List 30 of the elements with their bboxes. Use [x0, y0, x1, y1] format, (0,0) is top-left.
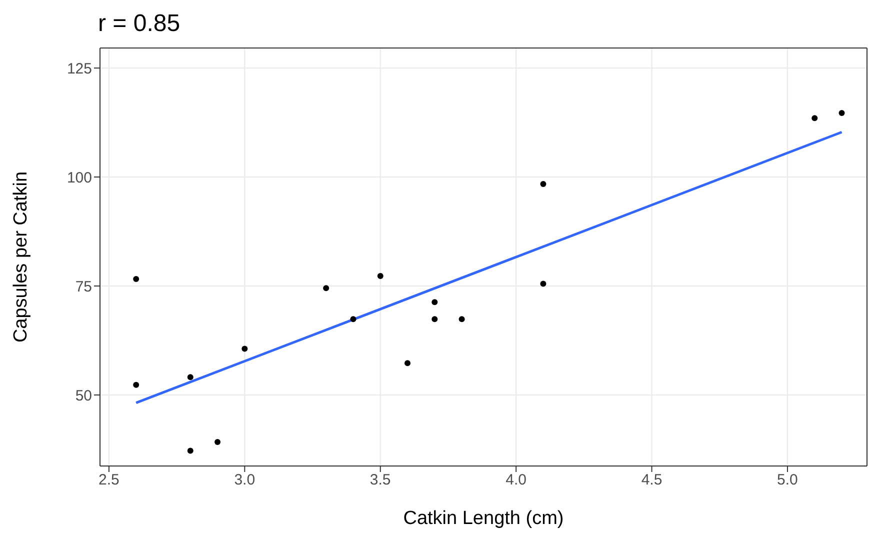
x-tick-label: 3.0 — [234, 472, 256, 489]
x-tick-label: 2.5 — [98, 472, 120, 489]
point — [377, 272, 384, 279]
point — [812, 115, 818, 122]
point — [187, 374, 194, 380]
x-tick-label: 3.5 — [370, 472, 391, 489]
point — [540, 180, 546, 187]
x-tick-label: 4.5 — [641, 472, 662, 489]
point — [838, 110, 845, 116]
point — [350, 316, 356, 322]
point — [133, 276, 140, 282]
point — [432, 316, 438, 322]
x-tick-label: 4.0 — [506, 472, 526, 489]
y-tick-label: 50 — [75, 387, 92, 404]
point — [404, 360, 411, 366]
chart-title: r = 0.85 — [97, 9, 182, 39]
point — [214, 439, 221, 446]
x-tick-label: 5.0 — [777, 472, 798, 489]
point — [458, 316, 465, 322]
point — [187, 448, 194, 454]
point — [540, 280, 546, 287]
x-axis-title: Catkin Length (cm) — [403, 508, 564, 529]
point — [133, 382, 140, 388]
y-axis-title: Capsules per Catkin — [10, 171, 32, 343]
point — [432, 299, 438, 306]
point — [242, 346, 248, 352]
y-tick-label: 75 — [75, 278, 92, 296]
point — [323, 285, 330, 292]
y-tick-label: 125 — [66, 60, 92, 78]
y-tick-label: 100 — [66, 169, 92, 186]
